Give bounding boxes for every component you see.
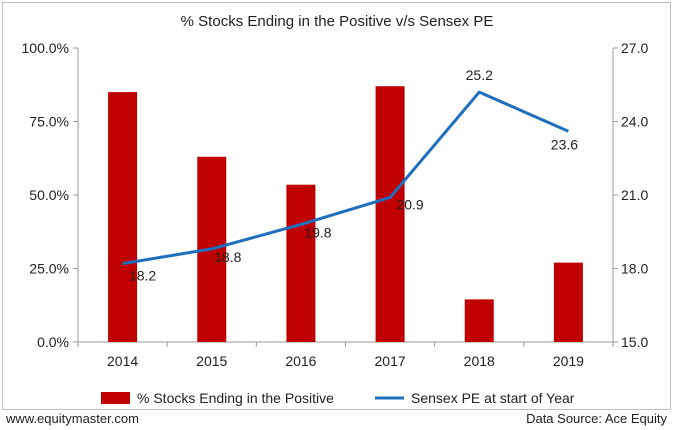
legend-bar-label: % Stocks Ending in the Positive bbox=[137, 390, 334, 406]
pe-line bbox=[122, 90, 570, 266]
legend-line-label: Sensex PE at start of Year bbox=[411, 390, 575, 406]
pe-data-label: 18.2 bbox=[129, 268, 156, 284]
right-axis-tick-label: 18.0 bbox=[621, 261, 648, 277]
bar bbox=[553, 262, 583, 342]
pe-data-label: 19.8 bbox=[304, 224, 331, 240]
right-axis-tick-label: 27.0 bbox=[621, 40, 648, 56]
x-axis-tick-label: 2014 bbox=[107, 353, 138, 369]
right-axis-tick-label: 21.0 bbox=[621, 187, 648, 203]
x-axis-tick-label: 2017 bbox=[375, 353, 406, 369]
bar bbox=[286, 184, 316, 342]
bar bbox=[464, 299, 494, 342]
left-axis-tick-label: 0.0% bbox=[37, 334, 69, 350]
bar bbox=[108, 92, 138, 342]
left-axis-tick-label: 25.0% bbox=[29, 261, 69, 277]
left-axis-tick-label: 75.0% bbox=[29, 114, 69, 130]
x-axis-tick-label: 2015 bbox=[196, 353, 227, 369]
bar bbox=[375, 86, 405, 342]
pe-data-label: 20.9 bbox=[396, 196, 423, 212]
pe-data-label: 23.6 bbox=[551, 136, 578, 152]
right-axis-tick-label: 15.0 bbox=[621, 334, 648, 350]
right-axis-tick-label: 24.0 bbox=[621, 114, 648, 130]
x-axis-tick-label: 2018 bbox=[464, 353, 495, 369]
legend-bar-swatch bbox=[101, 392, 130, 404]
x-axis-tick-label: 2019 bbox=[553, 353, 584, 369]
left-axis-tick-label: 100.0% bbox=[22, 40, 69, 56]
source-footer: Data Source: Ace Equity bbox=[526, 411, 667, 426]
left-axis-tick-label: 50.0% bbox=[29, 187, 69, 203]
pe-data-label: 18.8 bbox=[214, 249, 241, 265]
pe-data-label: 25.2 bbox=[466, 67, 493, 83]
x-axis-tick-label: 2016 bbox=[285, 353, 316, 369]
website-footer: www.equitymaster.com bbox=[6, 411, 139, 426]
chart-title: % Stocks Ending in the Positive v/s Sens… bbox=[181, 13, 494, 30]
